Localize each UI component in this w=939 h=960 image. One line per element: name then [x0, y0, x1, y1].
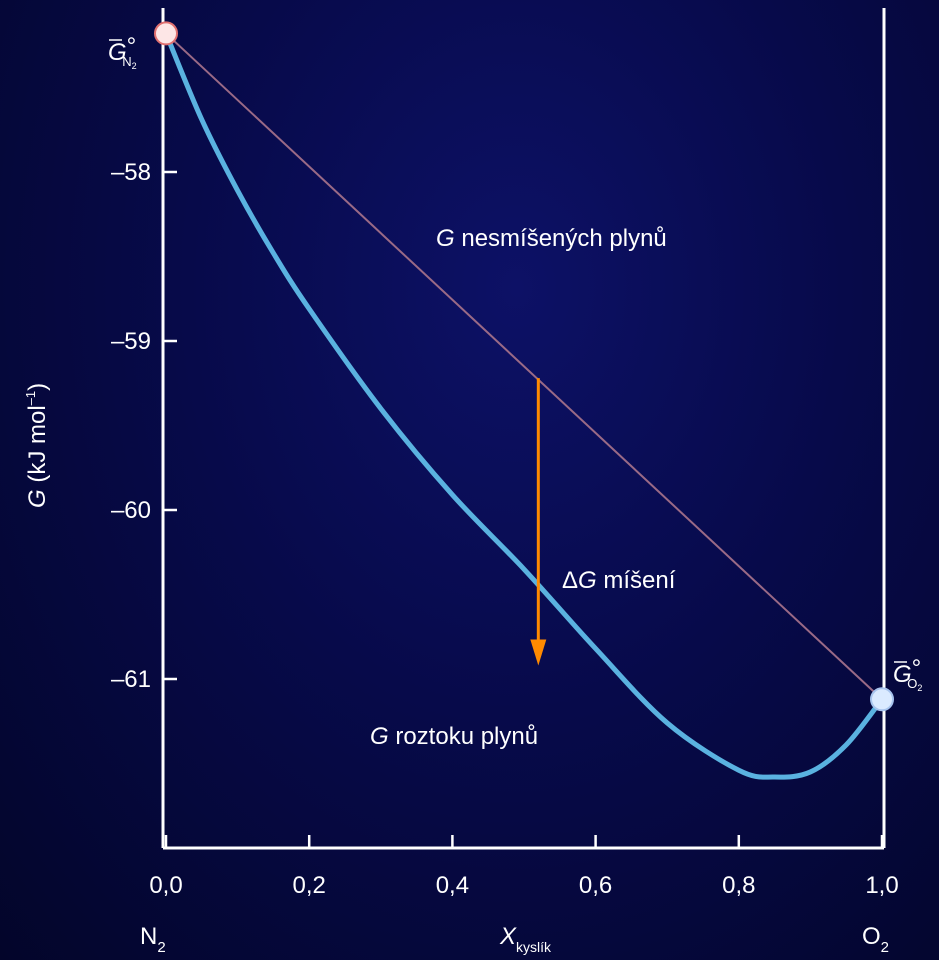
gas-solution-label: G roztoku plynů: [370, 723, 538, 750]
x-tick-label: 1,0: [865, 872, 898, 899]
n2-axis-label: N2: [140, 923, 166, 956]
x-tick-label: 0,4: [436, 872, 469, 899]
y-axis-title: G (kJ mol–1): [23, 383, 51, 508]
x-axis-title: Xkyslík: [499, 923, 552, 955]
x-tick-label: 0,2: [293, 872, 326, 899]
o2-endpoint-marker: [870, 687, 894, 712]
y-tick-label: –58: [111, 159, 151, 186]
y-tick-label: –61: [111, 666, 151, 693]
unmixed-gas-label: G nesmíšených plynů: [436, 225, 667, 252]
g-standard-o2-label: G° O2: [893, 655, 922, 693]
series-solution-curve: [163, 30, 885, 780]
x-tick-label: 0,8: [722, 872, 755, 899]
n2-endpoint-marker: [154, 21, 178, 46]
series-unmixed-line: [165, 32, 883, 701]
delta-g-arrow-head: [530, 639, 547, 666]
x-tick-label: 0,0: [149, 872, 182, 899]
x-tick-label: 0,6: [579, 872, 612, 899]
o2-axis-label: O2: [862, 923, 889, 956]
g-standard-n2-label: G° N2: [108, 33, 137, 71]
y-tick-label: –59: [111, 328, 151, 355]
delta-g-mixing-label: ΔG míšení: [562, 567, 676, 594]
y-tick-label: –60: [111, 497, 151, 524]
